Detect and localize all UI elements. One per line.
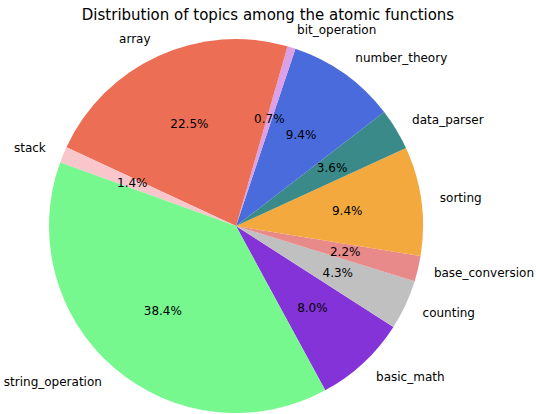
chart: Distribution of topics among the atomic …	[0, 0, 536, 414]
data-label: 38.4%	[144, 304, 182, 318]
category-label: counting	[423, 306, 475, 320]
category-label: bit_operation	[297, 23, 376, 37]
data-label: 9.4%	[286, 128, 317, 142]
category-label: base_conversion	[434, 266, 534, 280]
data-label: 4.3%	[323, 266, 354, 280]
category-label: sorting	[440, 191, 482, 205]
category-label: stack	[14, 141, 46, 155]
data-label: 8.0%	[297, 301, 328, 315]
category-label: basic_math	[376, 370, 445, 384]
data-label: 2.2%	[330, 245, 361, 259]
data-label: 3.6%	[317, 161, 348, 175]
data-label: 0.7%	[254, 112, 285, 126]
title: Distribution of topics among the atomic …	[82, 6, 455, 24]
data-label: 22.5%	[170, 117, 208, 131]
category-label: number_theory	[355, 51, 447, 65]
labels: basic_math 8.0% counting 4.3% base_conversio…	[4, 23, 534, 389]
category-label: data_parser	[412, 113, 484, 127]
slices	[49, 39, 423, 413]
data-label: 1.4%	[117, 176, 148, 190]
data-label: 9.4%	[332, 204, 363, 218]
category-label: string_operation	[4, 375, 102, 389]
category-label: array	[119, 32, 150, 46]
